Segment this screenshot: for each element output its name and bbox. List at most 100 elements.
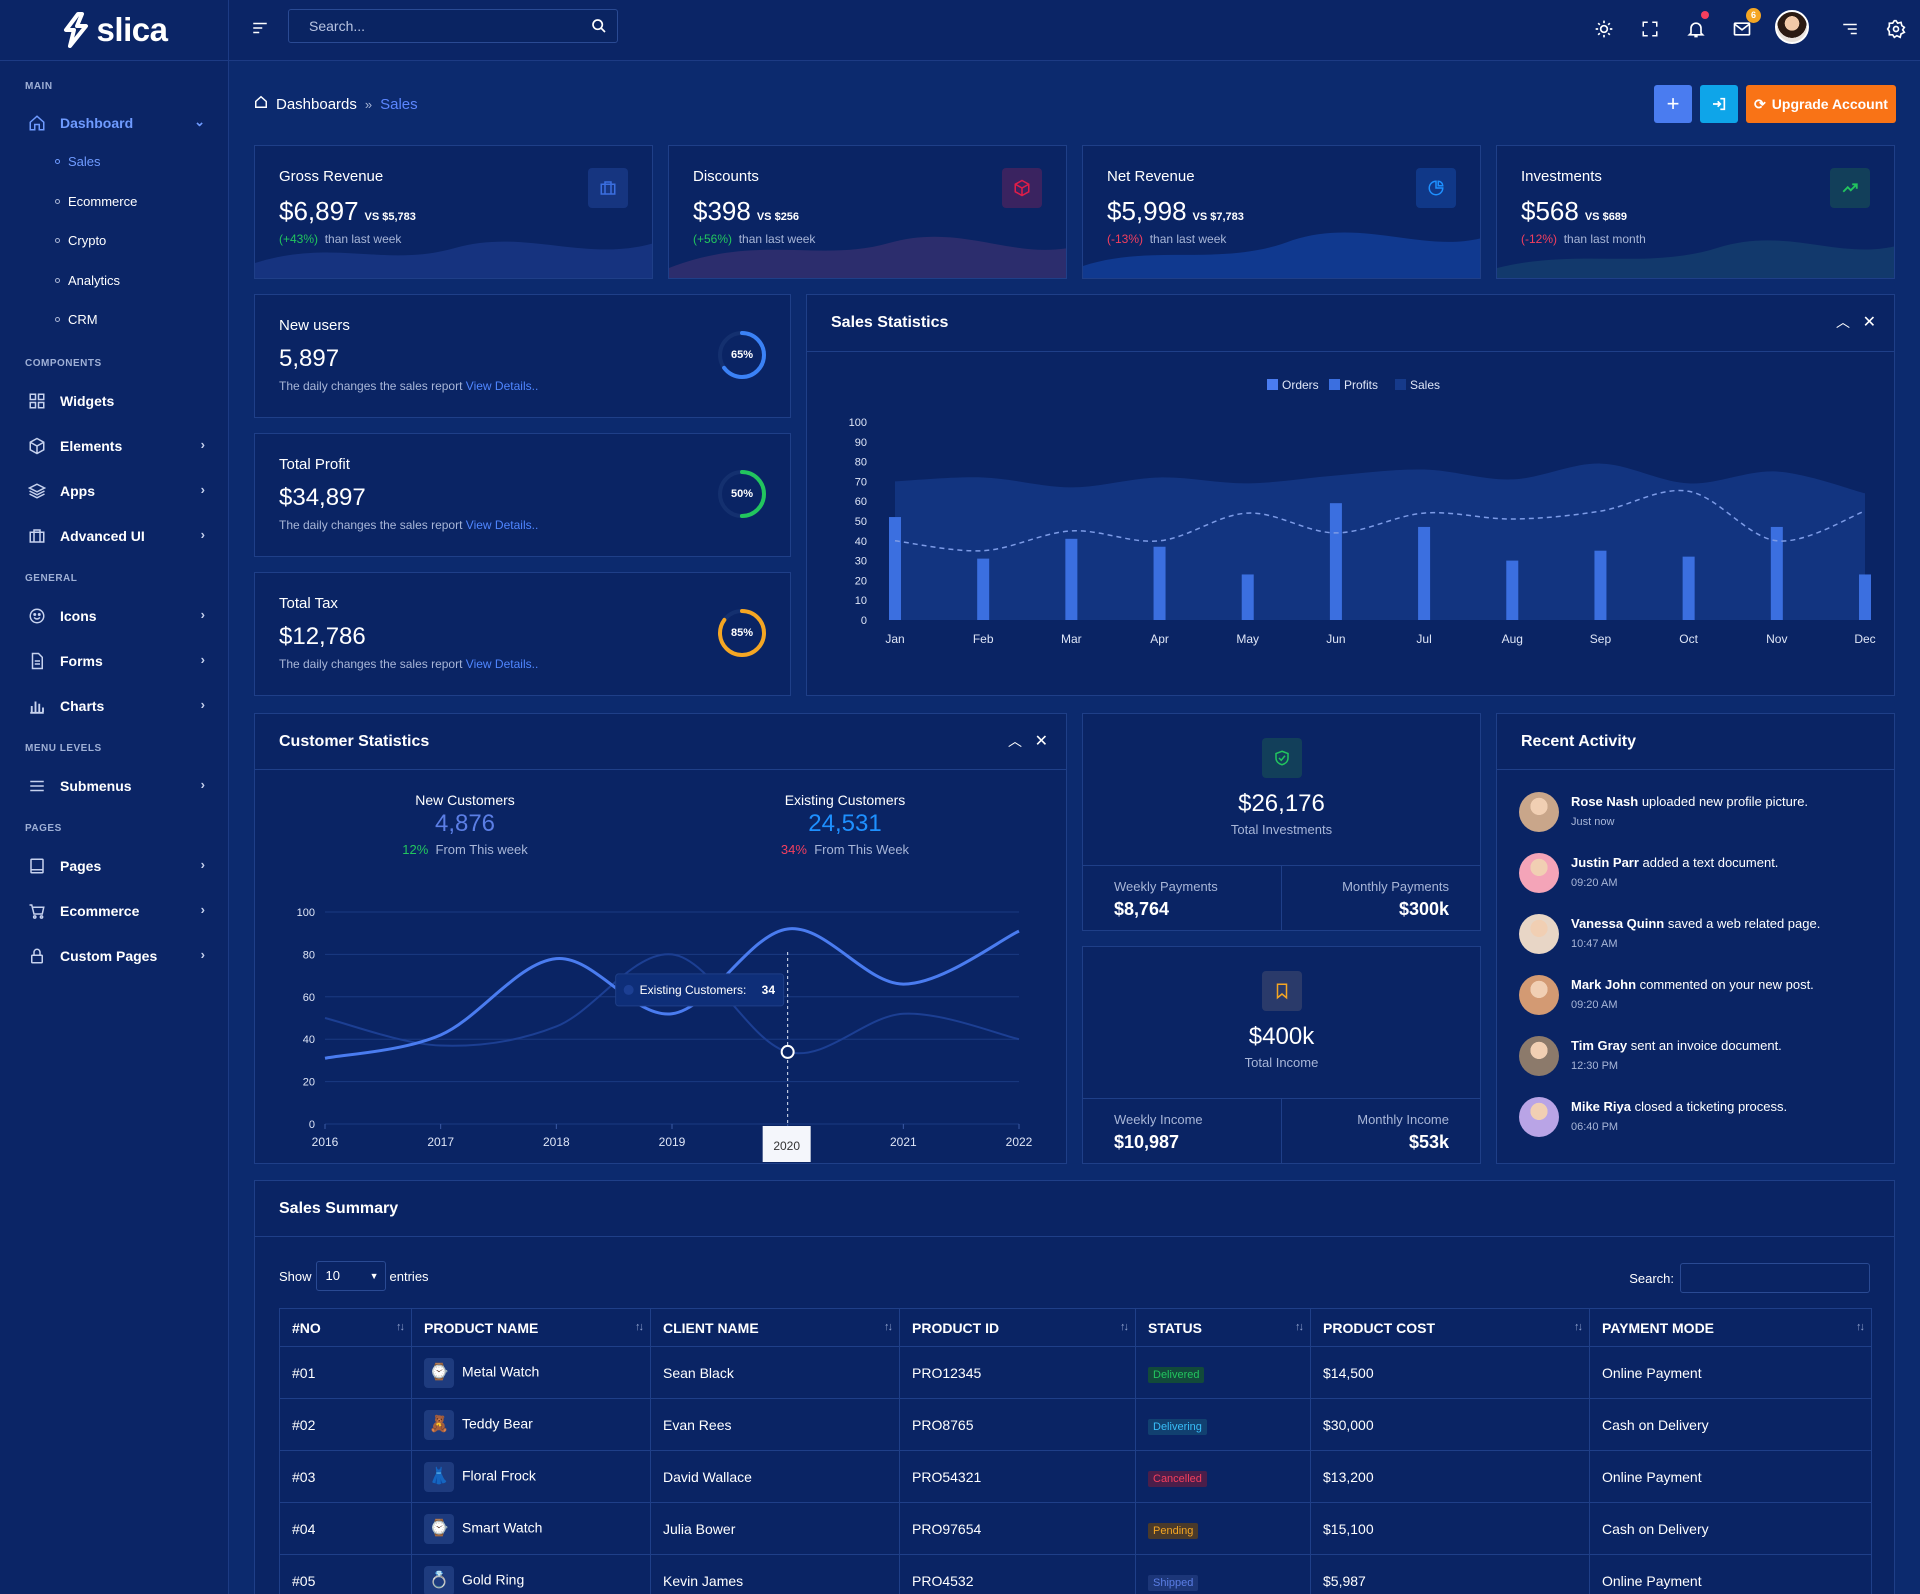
sidebar-item-apps[interactable]: Apps › — [0, 471, 229, 511]
avatar — [1519, 853, 1559, 893]
product-name: Metal Watch — [462, 1363, 540, 1380]
close-icon[interactable]: ✕ — [1862, 314, 1876, 331]
table-search-label: Search: — [1629, 1270, 1674, 1286]
bar-orders[interactable] — [1329, 503, 1342, 620]
table-row[interactable]: #04 ⌚ Smart Watch Julia Bower PRO97654 Pendin… — [279, 1502, 1872, 1555]
weekly-payments-label: Weekly Payments — [1114, 879, 1218, 894]
bookmark-icon — [1262, 971, 1302, 1011]
table-row[interactable]: #03 👗 Floral Frock David Wallace PRO54321 Can… — [279, 1450, 1872, 1503]
bar-orders[interactable] — [1594, 550, 1607, 620]
y-tick-label: 50 — [855, 516, 867, 528]
smile-icon — [26, 605, 48, 627]
user-avatar[interactable] — [1775, 10, 1809, 44]
view-details-link[interactable]: View Details.. — [465, 518, 539, 532]
legend-label[interactable]: Sales — [1410, 378, 1440, 392]
x-tick-label: Jun — [1326, 632, 1345, 646]
bar-orders[interactable] — [1153, 546, 1166, 620]
cube-icon — [26, 435, 48, 457]
y-tick-label: 40 — [855, 536, 867, 548]
y-tick-label: 10 — [855, 595, 867, 607]
sidebar-item-widgets[interactable]: Widgets — [0, 381, 229, 421]
sidebar-item-elements[interactable]: Elements › — [0, 426, 229, 466]
bell-icon[interactable] — [1684, 11, 1709, 41]
sidebar-sub-crypto[interactable]: Crypto — [55, 233, 106, 248]
close-icon[interactable]: ✕ — [1034, 733, 1048, 750]
sidebar-toggle-icon[interactable] — [251, 19, 269, 42]
sidebar-item-ecommerce[interactable]: Ecommerce › — [0, 891, 229, 931]
sidebar-item-custom-pages[interactable]: Custom Pages › — [0, 936, 229, 976]
mail-icon[interactable]: 6 — [1730, 8, 1761, 41]
activity-user: Justin Parr — [1571, 855, 1639, 870]
bar-orders[interactable] — [977, 558, 990, 620]
search-icon[interactable] — [591, 18, 607, 39]
column-header-product-cost[interactable]: PRODUCT COST ↑↓ — [1310, 1308, 1590, 1347]
column-header-product-name[interactable]: PRODUCT NAME ↑↓ — [411, 1308, 651, 1347]
fullscreen-icon[interactable] — [1638, 17, 1662, 41]
column-header-no[interactable]: #NO ↑↓ — [279, 1308, 412, 1347]
bar-orders[interactable] — [1770, 526, 1783, 620]
cell-payment-mode: Online Payment — [1589, 1346, 1872, 1399]
legend-label[interactable]: Profits — [1344, 378, 1378, 392]
sun-icon[interactable] — [1592, 17, 1616, 41]
chart-tooltip: Existing Customers: 34 — [615, 973, 785, 1007]
collapse-icon[interactable]: ︿ — [1008, 733, 1022, 749]
cell-product-id: PRO8765 — [899, 1398, 1136, 1451]
cell-no: #05 — [279, 1554, 412, 1594]
x-crosshair-label: 2020 — [773, 1139, 800, 1153]
table-row[interactable]: #01 ⌚ Metal Watch Sean Black PRO12345 Deliver… — [279, 1346, 1872, 1399]
brand-logo[interactable]: slica — [0, 0, 228, 61]
bar-orders[interactable] — [1065, 538, 1078, 620]
series-line-profits — [894, 489, 1866, 552]
entries-label: entries — [389, 1268, 429, 1284]
column-header-client-name[interactable]: CLIENT NAME ↑↓ — [650, 1308, 900, 1347]
view-details-link[interactable]: View Details.. — [465, 657, 539, 671]
sidebar-item-charts[interactable]: Charts › — [0, 686, 229, 726]
sidebar-item-label: Dashboard — [60, 115, 134, 131]
entries-select[interactable]: 10 ▼ — [315, 1261, 386, 1291]
y-tick-label: 80 — [855, 457, 867, 469]
collapse-icon[interactable]: ︿ — [1836, 314, 1850, 330]
card-divider-vertical — [1281, 1098, 1282, 1163]
view-details-link[interactable]: View Details.. — [465, 379, 539, 393]
sidebar-item-pages[interactable]: Pages › — [0, 846, 229, 886]
bar-orders[interactable] — [1682, 556, 1695, 620]
stat-title: Total Tax — [279, 595, 338, 612]
search-input[interactable] — [289, 10, 579, 42]
stat-desc: The daily changes the sales report — [279, 657, 463, 671]
bar-orders[interactable] — [1859, 574, 1871, 620]
sidebar-item-icons[interactable]: Icons › — [0, 596, 229, 636]
sidebar-item-forms[interactable]: Forms › — [0, 641, 229, 681]
bar-orders[interactable] — [889, 517, 901, 620]
column-header-status[interactable]: STATUS ↑↓ — [1135, 1308, 1311, 1347]
sidebar-sub-ecommerce[interactable]: Ecommerce — [55, 194, 137, 209]
bar-orders[interactable] — [1418, 526, 1431, 620]
y-tick-label: 30 — [855, 556, 867, 568]
sidebar-item-advanced-ui[interactable]: Advanced UI › — [0, 516, 229, 556]
login-button[interactable] — [1700, 85, 1738, 123]
recent-activity-card: Recent Activity Rose Nash uploaded new p… — [1496, 713, 1895, 1164]
table-row[interactable]: #02 🧸 Teddy Bear Evan Rees PRO8765 Delivering… — [279, 1398, 1872, 1451]
sidebar-sub-crm[interactable]: CRM — [55, 312, 98, 327]
chevron-right-icon: › — [200, 607, 205, 622]
gear-icon[interactable] — [1884, 17, 1908, 41]
column-header-payment-mode[interactable]: PAYMENT MODE ↑↓ — [1589, 1308, 1872, 1347]
tooltip-point[interactable] — [780, 1044, 795, 1059]
column-header-product-id[interactable]: PRODUCT ID ↑↓ — [899, 1308, 1136, 1347]
breadcrumb-home[interactable]: Dashboards — [276, 95, 357, 113]
sidebar-item-dashboard[interactable]: Dashboard ⌄ — [0, 103, 229, 143]
align-right-icon[interactable] — [1838, 17, 1862, 41]
bar-orders[interactable] — [1241, 574, 1254, 620]
table-search-input[interactable] — [1680, 1263, 1870, 1293]
sort-icon: ↑↓ — [1574, 1321, 1583, 1333]
table-row[interactable]: #05 💍 Gold Ring Kevin James PRO4532 Shipped $5… — [279, 1554, 1872, 1594]
upgrade-account-button[interactable]: ⟳ Upgrade Account — [1746, 85, 1896, 123]
sidebar-item-submenus[interactable]: Submenus › — [0, 766, 229, 806]
cell-cost: $30,000 — [1310, 1398, 1590, 1451]
income-label: Total Income — [1244, 1055, 1319, 1070]
sidebar-sub-sales[interactable]: Sales — [55, 154, 101, 169]
sidebar-sub-analytics[interactable]: Analytics — [55, 273, 120, 288]
bar-orders[interactable] — [1506, 560, 1519, 620]
add-button[interactable]: + — [1654, 85, 1692, 123]
legend-label[interactable]: Orders — [1282, 378, 1319, 392]
sort-icon: ↑↓ — [635, 1321, 644, 1333]
